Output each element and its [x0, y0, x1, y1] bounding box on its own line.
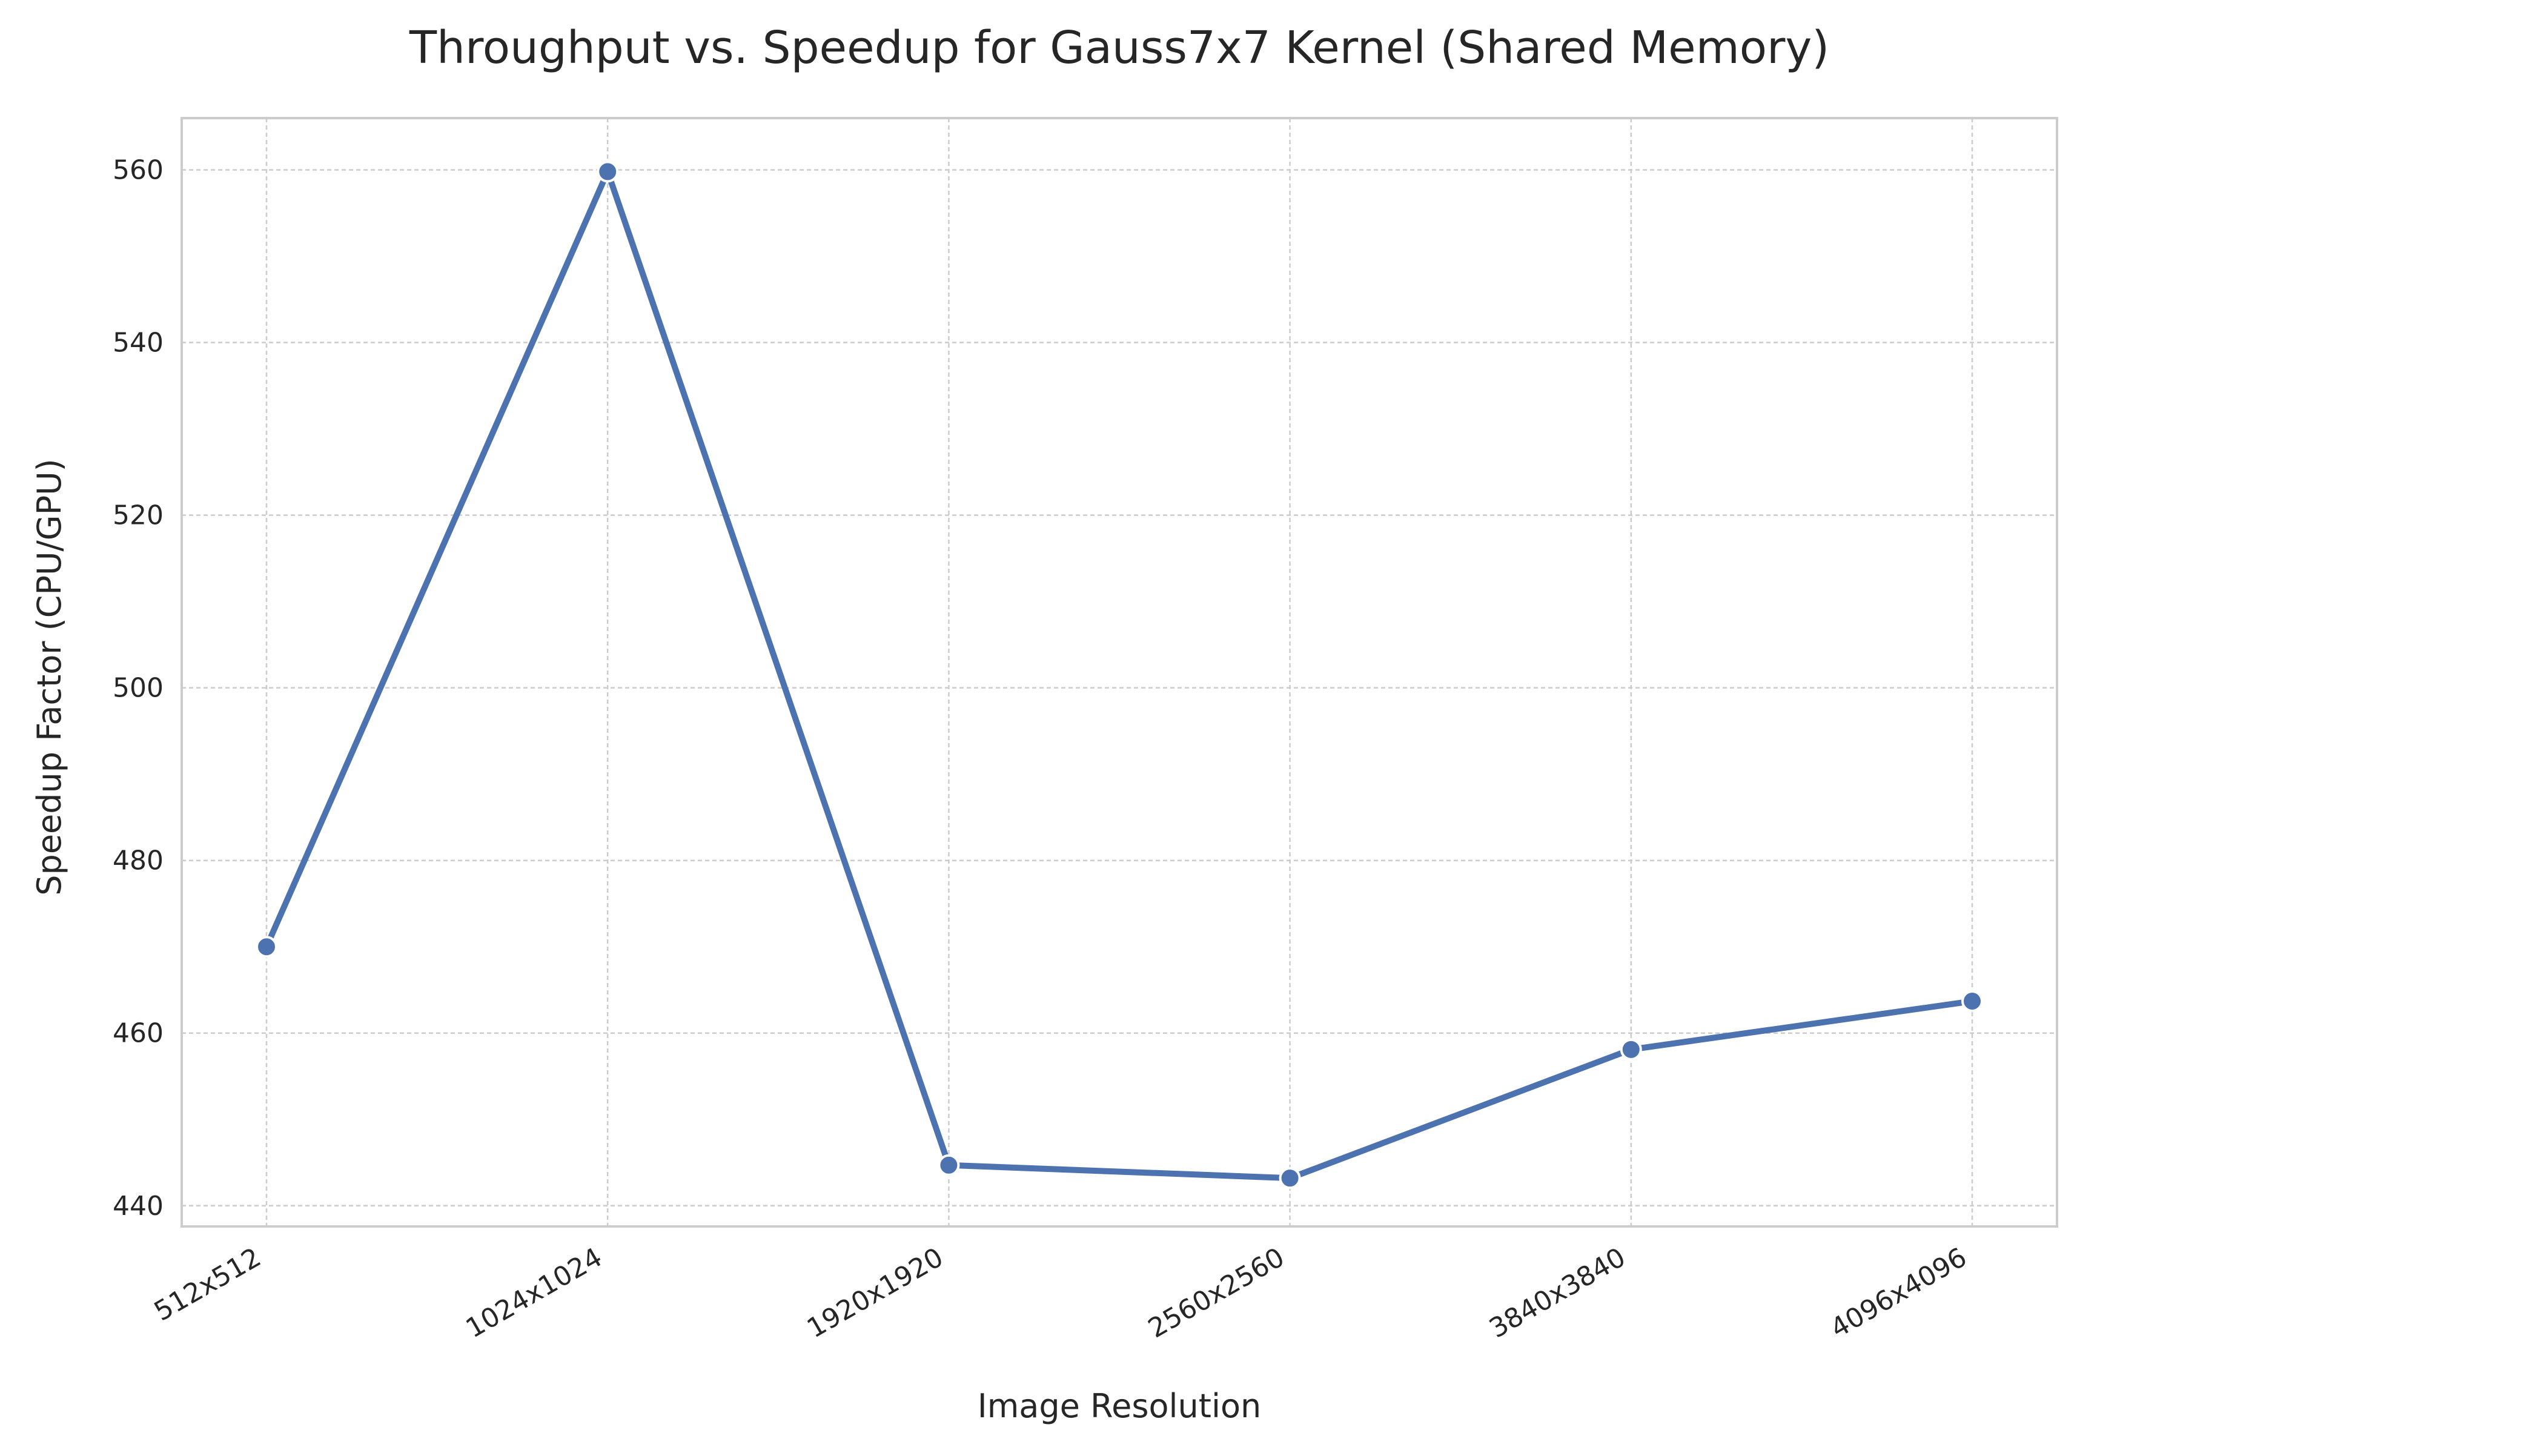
grid-lines: [182, 118, 2057, 1226]
data-point: [938, 1154, 960, 1176]
series-layer: [256, 160, 1983, 1190]
y-tick-label: 480: [113, 845, 164, 876]
data-point: [256, 936, 277, 958]
x-axis-label: Image Resolution: [978, 1387, 1261, 1425]
data-point: [1620, 1038, 1642, 1061]
y-tick-label: 460: [113, 1018, 164, 1049]
series-line: [263, 168, 1975, 1182]
y-tick-label: 440: [113, 1191, 164, 1222]
y-axis-label: Speedup Factor (CPU/GPU): [30, 458, 68, 895]
y-tick-label: 560: [113, 155, 164, 186]
plot-frame: [181, 117, 2058, 1228]
data-point: [1279, 1167, 1301, 1190]
y-axis-ticks: 440 460 480 500 520 540 560: [113, 155, 164, 1222]
y-tick-label: 520: [113, 500, 164, 531]
data-point: [597, 160, 619, 183]
chart-title: Throughput vs. Speedup for Gauss7x7 Kern…: [409, 22, 1829, 74]
y-tick-label: 500: [113, 673, 164, 704]
plot-border: [181, 117, 2058, 1228]
data-point: [1961, 990, 1983, 1013]
y-tick-label: 540: [113, 328, 164, 359]
